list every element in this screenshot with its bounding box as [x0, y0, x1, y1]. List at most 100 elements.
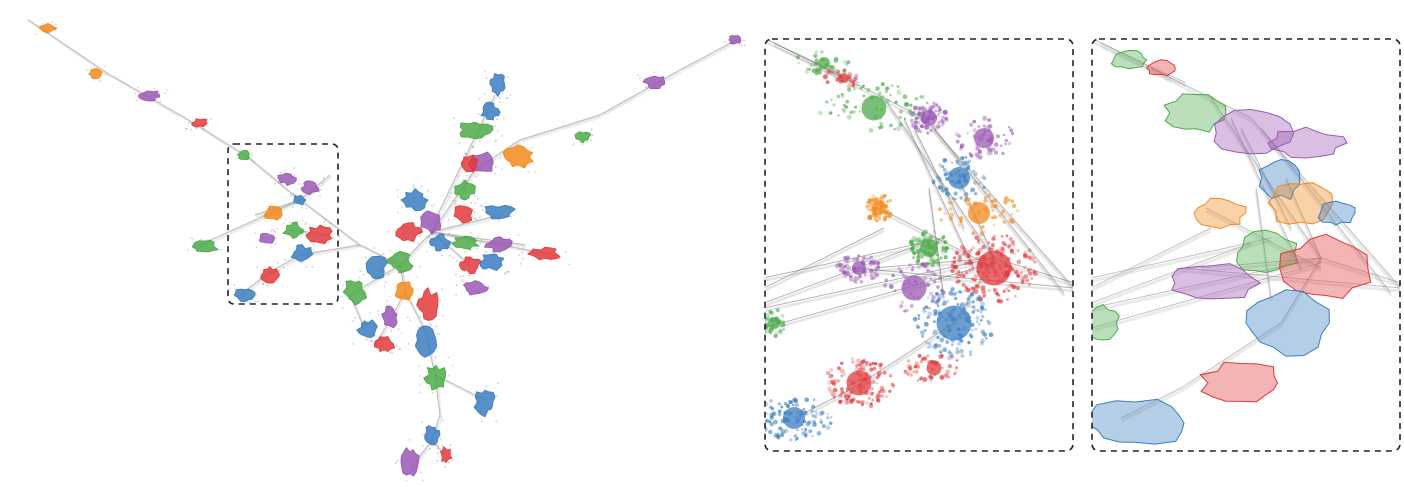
data-point — [918, 106, 922, 111]
cluster-region — [281, 221, 305, 239]
data-point — [955, 159, 960, 164]
data-point — [993, 204, 998, 209]
data-point — [962, 251, 966, 256]
cluster-point — [233, 284, 236, 286]
data-point — [940, 122, 945, 127]
data-point — [769, 422, 774, 427]
cluster-point — [459, 275, 462, 278]
cluster-point — [479, 205, 482, 207]
cluster-point — [311, 266, 314, 268]
data-point — [843, 256, 847, 260]
zoom-contour-panel — [1091, 38, 1401, 452]
data-point — [959, 145, 963, 149]
data-point — [942, 300, 947, 306]
cluster-point — [407, 342, 410, 345]
cluster-point — [441, 314, 444, 317]
data-point — [938, 108, 942, 111]
cluster-point — [390, 329, 393, 332]
data-point — [867, 198, 872, 202]
cluster-core — [861, 95, 887, 121]
data-point — [1027, 268, 1030, 272]
data-point — [878, 363, 883, 368]
data-point — [864, 363, 868, 367]
data-point — [842, 109, 847, 114]
data-point — [946, 299, 950, 303]
cluster-point — [439, 437, 442, 440]
cluster-point — [480, 162, 482, 164]
data-point — [1016, 248, 1021, 253]
data-point — [996, 298, 1001, 303]
cluster-point — [428, 322, 431, 325]
graph-edge-bundle — [1180, 269, 1400, 293]
data-point — [955, 280, 959, 284]
cluster-point — [517, 234, 520, 237]
cluster-point — [397, 328, 400, 331]
data-point — [975, 256, 979, 260]
data-point — [950, 201, 953, 205]
cluster-point — [744, 44, 746, 47]
data-point — [778, 402, 782, 406]
data-point — [939, 351, 943, 354]
cluster-point — [383, 285, 386, 288]
data-point — [990, 216, 994, 220]
data-point — [912, 105, 918, 111]
data-point — [844, 105, 849, 109]
graph-edge — [1240, 127, 1292, 229]
data-point — [911, 268, 914, 272]
data-point — [837, 366, 841, 371]
cluster-region — [480, 101, 501, 121]
data-point — [965, 302, 969, 305]
data-point — [987, 320, 992, 326]
data-point — [957, 342, 961, 346]
cluster-point — [389, 351, 392, 354]
data-point — [967, 159, 972, 163]
cluster-point — [521, 258, 524, 260]
data-point — [980, 302, 986, 307]
data-point — [865, 204, 870, 209]
cluster-point — [422, 445, 424, 448]
data-point — [916, 325, 920, 329]
data-point — [951, 260, 955, 265]
zoom-contour-frame — [1091, 38, 1401, 452]
cluster-point — [738, 43, 741, 46]
data-point — [879, 363, 883, 367]
cluster-core — [818, 57, 830, 69]
data-point — [975, 251, 979, 256]
data-point — [959, 349, 964, 354]
data-point — [1003, 197, 1008, 201]
cluster-point — [329, 222, 332, 225]
cluster-point — [480, 170, 483, 173]
data-point — [868, 403, 874, 409]
data-point — [934, 109, 938, 113]
data-point — [995, 292, 999, 295]
data-point — [936, 298, 940, 303]
data-point — [830, 70, 835, 74]
cluster-region — [424, 425, 441, 446]
data-point — [937, 126, 941, 129]
zoom-scatter-panel — [764, 38, 1074, 452]
data-point — [809, 62, 814, 68]
cluster-point — [410, 301, 413, 304]
data-point — [836, 69, 841, 74]
data-point — [974, 327, 978, 331]
graph-edge — [1205, 207, 1322, 269]
data-point — [898, 122, 903, 127]
cluster-point — [52, 20, 54, 23]
data-point — [917, 237, 922, 242]
cluster-point — [420, 471, 422, 474]
data-point — [815, 68, 821, 74]
cluster-point — [279, 217, 282, 220]
data-point — [872, 198, 877, 203]
cluster-point — [494, 140, 497, 143]
data-point — [993, 198, 998, 203]
zoom-contour-edges — [1092, 39, 1400, 423]
cluster-region — [1199, 361, 1279, 403]
data-point — [769, 310, 774, 315]
data-point — [805, 421, 811, 427]
data-point — [912, 110, 916, 114]
graph-edge-bundle — [902, 120, 976, 272]
cluster-point — [276, 227, 278, 230]
cluster-point — [509, 94, 512, 96]
data-point — [966, 250, 971, 255]
data-point — [931, 256, 935, 260]
